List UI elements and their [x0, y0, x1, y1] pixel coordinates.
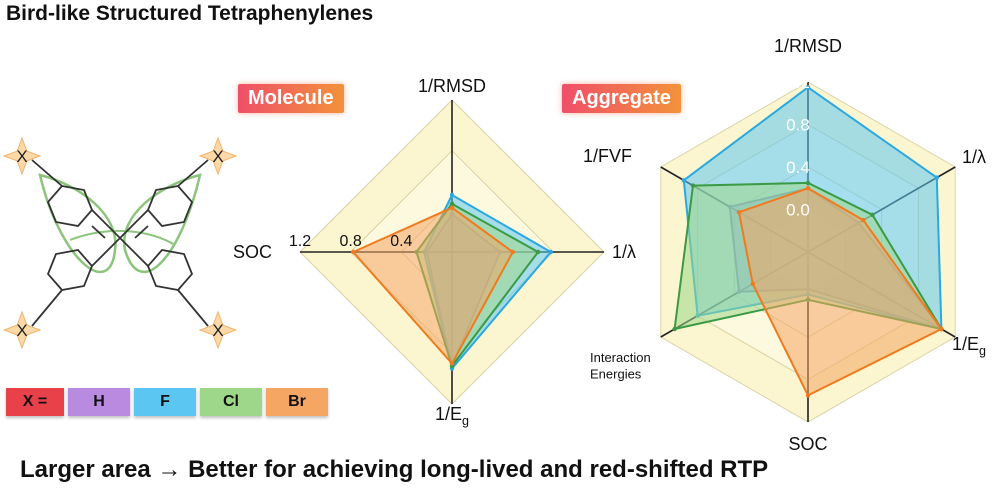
- radar-point-br: [736, 209, 742, 215]
- radar-tick-label: 0.4: [786, 158, 810, 177]
- radar-tick-label: 1.2: [786, 73, 810, 92]
- radar-axis-label: Interaction Energies: [590, 350, 651, 381]
- radar-point-br: [861, 217, 866, 223]
- substituent-label: X: [212, 147, 223, 166]
- substituent-star: [198, 136, 238, 176]
- radar-point-cl: [805, 180, 811, 186]
- radar-axis-label: SOC: [788, 434, 827, 454]
- radar-tick-label: 0.0: [786, 201, 810, 220]
- radar-axis-label: SOC: [233, 242, 272, 262]
- legend-item-f: F: [134, 388, 196, 416]
- substituent-star: [198, 310, 238, 350]
- radar-tick-label: 0.8: [786, 116, 810, 135]
- wing-right: [122, 173, 202, 273]
- radar-axis-label: 1/Eg: [435, 404, 469, 428]
- radar-point-br: [805, 186, 811, 191]
- radar-tick-label: 0.8: [340, 233, 362, 250]
- figure-title: Bird-like Structured Tetraphenylenes: [6, 2, 374, 25]
- benzene-rings: [31, 159, 209, 327]
- radar-axis-label: 1/Eg: [952, 334, 986, 358]
- substituent-label: X: [212, 321, 223, 340]
- molecule-panel-badge: Molecule: [238, 84, 344, 113]
- tetraphenylene-structure: X X X X: [2, 136, 238, 350]
- radar-axis-label: 1/RMSD: [774, 36, 842, 56]
- substituent-label: X: [16, 147, 27, 166]
- radar-axis-label: 1/λ: [612, 242, 636, 262]
- radar-point-cl: [690, 183, 696, 188]
- radar-point-br: [449, 205, 455, 210]
- wing-center: [69, 230, 176, 246]
- radar-point-cl: [672, 326, 677, 332]
- wing-left: [38, 173, 117, 273]
- radar-point-br: [510, 249, 515, 255]
- legend-label: X =: [6, 388, 64, 416]
- radar-point-cl: [535, 249, 541, 255]
- radar-point-cl: [449, 201, 455, 207]
- substituent-star: [2, 310, 42, 350]
- radar-point-f: [681, 178, 686, 183]
- radar-point-cl: [870, 212, 875, 218]
- radar-point-f: [805, 85, 811, 90]
- bottom-caption: Larger area → Better for achieving long-…: [20, 456, 769, 483]
- radar-point-f: [449, 192, 455, 198]
- radar-axis-label: 1/RMSD: [418, 76, 486, 96]
- substituent-star: [2, 136, 42, 176]
- radar-point-br: [449, 361, 455, 366]
- radar-tick-label: 0.4: [390, 233, 412, 250]
- radar-point-br: [750, 281, 755, 287]
- radar-point-f: [548, 249, 553, 255]
- radar-chart-molecule: 1.2 0.8 0.4 1/RMSD 1/λ 1/Eg SOC: [233, 76, 636, 428]
- radar-tick-label: 1.2: [289, 233, 311, 250]
- legend-item-h: H: [68, 388, 130, 416]
- legend-item-cl: Cl: [200, 388, 262, 416]
- legend-item-br: Br: [266, 388, 328, 416]
- radar-chart-aggregate: 1.2 0.8 0.4 0.0 1/RMSD 1/λ 1/Eg SOC Interaction E…: [583, 36, 986, 454]
- substituent-label: X: [16, 321, 27, 340]
- radar-axis-label: 1/λ: [962, 147, 986, 167]
- radar-point-br: [939, 326, 944, 332]
- substituent-legend: X = H F Cl Br: [6, 388, 328, 416]
- aggregate-panel-badge: Aggregate: [562, 84, 681, 113]
- radar-point-br: [805, 393, 811, 398]
- radar-axis-label: 1/FVF: [583, 146, 632, 166]
- radar-point-f: [934, 175, 940, 180]
- radar-point-br: [351, 249, 356, 255]
